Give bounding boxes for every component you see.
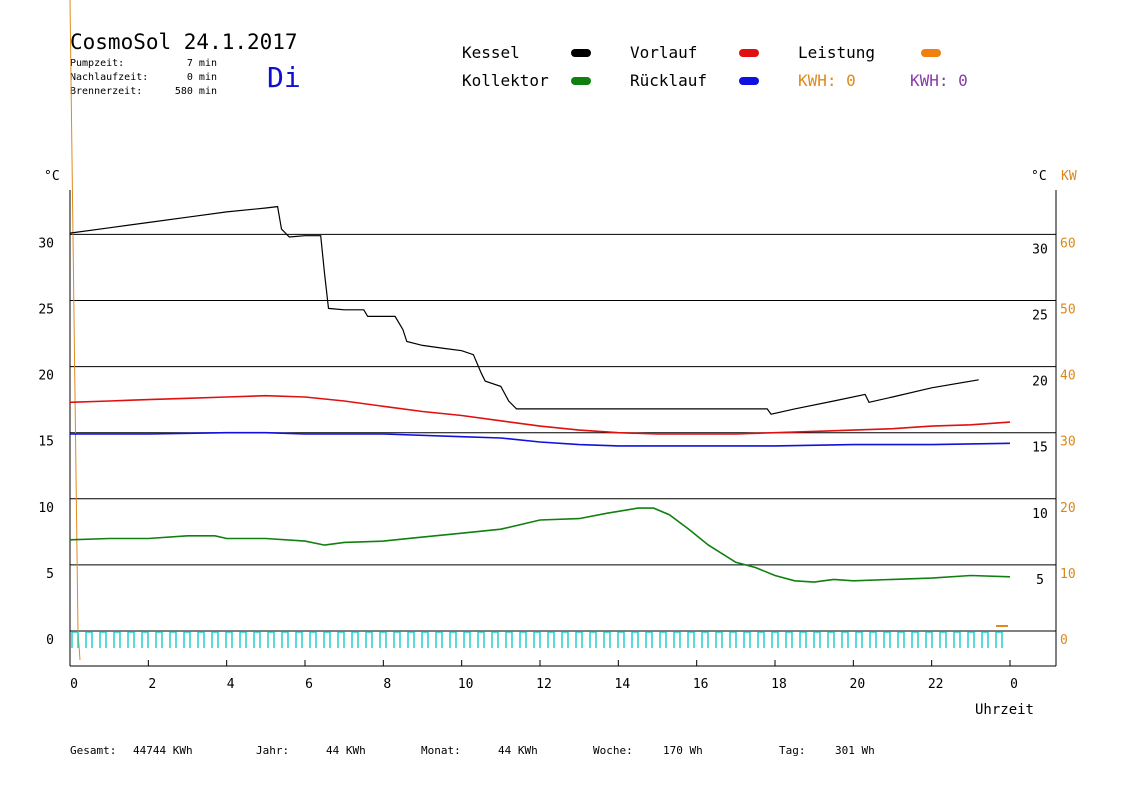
x-tick-label: 14: [615, 677, 631, 692]
kwh-readout-purple: KWH: 0: [910, 71, 968, 90]
legend-label-leistung: Leistung: [798, 43, 876, 62]
y-tick-label-right: 20: [1032, 375, 1048, 390]
x-tick-label: 22: [928, 677, 944, 692]
x-tick-label: 4: [227, 677, 235, 692]
y-tick-label-left: 20: [38, 369, 54, 384]
y-tick-label-right: 30: [1032, 242, 1048, 257]
legend-swatch-vorlauf: [739, 49, 759, 57]
leistung-line: [69, 0, 81, 661]
y2-tick-label: 0: [1060, 633, 1068, 648]
info-value-pumpzeit: 7 min: [186, 58, 217, 69]
x-tick-label: 16: [693, 677, 709, 692]
legend-swatch-ruecklauf: [739, 77, 759, 85]
y2-tick-label: 10: [1060, 567, 1076, 582]
footer-value-gesamt: 44744 KWh: [133, 744, 193, 757]
footer-label-jahr: Jahr:: [256, 744, 290, 757]
x-tick-label: 10: [458, 677, 474, 692]
y-tick-label-right: 25: [1032, 309, 1048, 324]
footer-value-woche: 170 Wh: [663, 744, 703, 757]
y-axis-label-right: °C: [1031, 169, 1047, 184]
info-label-pumpzeit: Pumpzeit:: [70, 58, 125, 69]
y-tick-label-left: 30: [38, 236, 54, 251]
y-tick-label-left: 25: [38, 303, 54, 318]
x-tick-label: 20: [850, 677, 866, 692]
pump-activity-pulses: [71, 631, 1003, 648]
x-axis-label: Uhrzeit: [975, 702, 1034, 718]
x-tick-label: 18: [771, 677, 787, 692]
y-tick-label-right: 10: [1032, 507, 1048, 522]
app-title: CosmoSol 24.1.2017: [70, 30, 298, 54]
footer-label-woche: Woche:: [593, 744, 633, 757]
footer-label-gesamt: Gesamt:: [70, 744, 117, 757]
y-tick-label-right: 5: [1036, 573, 1044, 588]
weekday-label: Di: [267, 61, 301, 94]
y-tick-label-right: 15: [1032, 441, 1048, 456]
info-label-nachlaufzeit: Nachlaufzeit:: [70, 72, 149, 83]
y2-tick-label: 60: [1060, 236, 1076, 251]
series-line-kessel: [69, 205, 979, 415]
y-axis-label-left: °C: [44, 169, 60, 184]
legend-swatch-kessel: [571, 49, 591, 57]
y2-tick-label: 40: [1060, 369, 1076, 384]
series-line-ruecklauf: [70, 431, 1011, 447]
legend-label-vorlauf: Vorlauf: [630, 43, 698, 62]
info-label-brennerzeit: Brennerzeit:: [70, 86, 143, 97]
x-tick-label: 2: [148, 677, 156, 692]
y-tick-label-left: 0: [46, 633, 54, 648]
x-tick-label: 12: [536, 677, 552, 692]
legend-swatch-leistung: [921, 49, 941, 57]
footer-value-tag: 301 Wh: [835, 744, 875, 757]
legend-label-kollektor: Kollektor: [462, 71, 549, 90]
y2-tick-label: 30: [1060, 435, 1076, 450]
legend-label-ruecklauf: Rücklauf: [630, 71, 708, 90]
series-line-vorlauf: [69, 394, 1011, 435]
y-tick-label-left: 5: [46, 567, 54, 582]
footer-label-tag: Tag:: [779, 744, 806, 757]
y2-axis-label: KW: [1061, 169, 1077, 184]
info-value-nachlaufzeit: 0 min: [186, 72, 217, 83]
y-tick-label-left: 15: [38, 435, 54, 450]
kwh-readout-orange: KWH: 0: [798, 71, 856, 90]
x-tick-label: 8: [383, 677, 391, 692]
series-line-kollektor: [69, 507, 1011, 583]
footer-value-jahr: 44 KWh: [326, 744, 366, 757]
x-tick-label: 0: [70, 677, 78, 692]
x-tick-label: 0: [1010, 677, 1018, 692]
footer-value-monat: 44 KWh: [498, 744, 538, 757]
footer-label-monat: Monat:: [421, 744, 461, 757]
y2-tick-label: 50: [1060, 303, 1076, 318]
legend-label-kessel: Kessel: [462, 43, 520, 62]
info-value-brennerzeit: 580 min: [174, 86, 217, 97]
y2-tick-label: 20: [1060, 501, 1076, 516]
legend-swatch-kollektor: [571, 77, 591, 85]
y-tick-label-left: 10: [38, 501, 54, 516]
x-tick-label: 6: [305, 677, 313, 692]
